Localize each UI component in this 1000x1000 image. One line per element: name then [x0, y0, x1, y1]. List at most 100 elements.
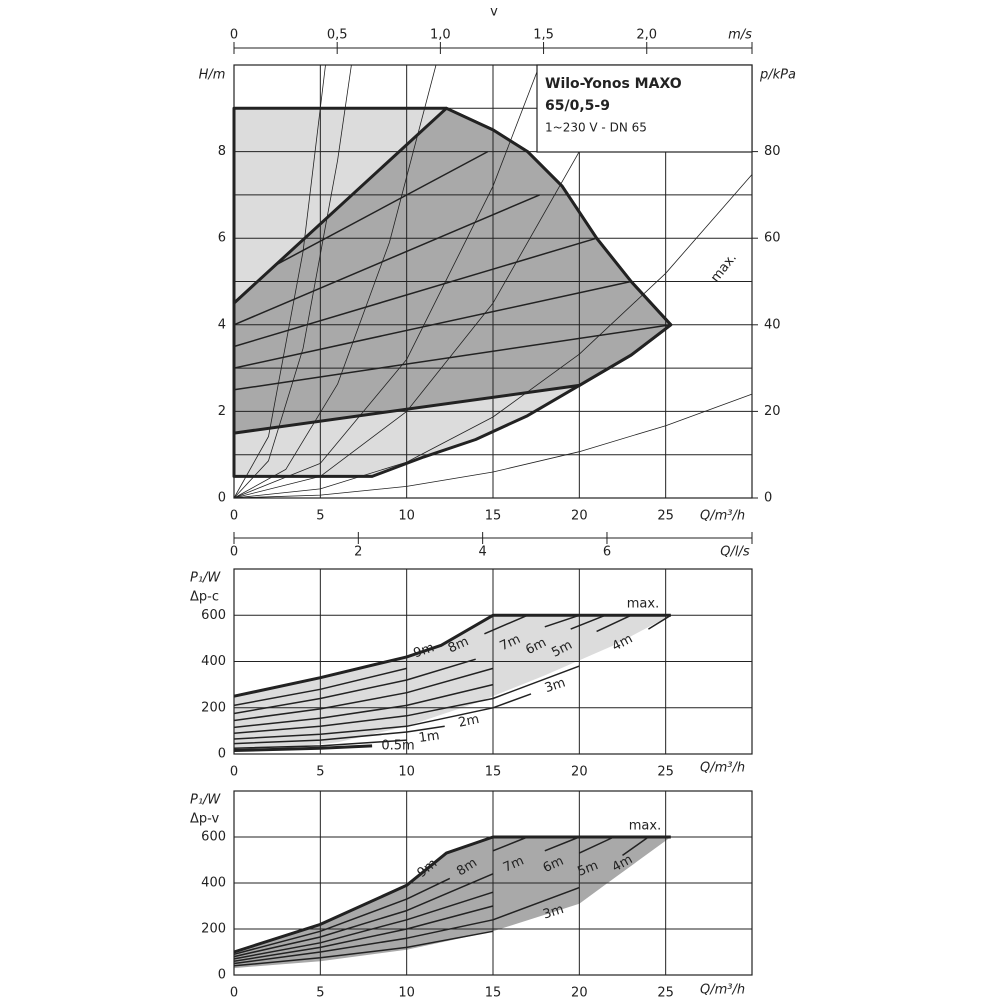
curve: [233, 836, 580, 958]
x-tick-label: 5: [316, 509, 324, 524]
title-box: Wilo-Yonos MAXO 65/0,5-9 1~230 V - DN 65: [536, 64, 753, 153]
curve: [233, 614, 494, 697]
x-tick-label: 15: [485, 765, 502, 780]
plot-frame: [233, 568, 753, 755]
x2-tick-label: 4: [479, 545, 487, 560]
curve-label: 5m: [575, 858, 600, 880]
y2-tick-label: 60: [764, 231, 781, 246]
x2-axis-label: m/s: [728, 28, 752, 43]
x2-tick-label: 1,5: [533, 28, 554, 43]
y-tick-label: 0: [218, 491, 226, 506]
x-tick-label: 5: [316, 986, 324, 1000]
x2-tick-label: 1,0: [430, 28, 451, 43]
y-axis-label: P₁/W: [190, 793, 221, 808]
chart-note: 1~230 V - DN 65: [545, 121, 647, 135]
curve: [233, 64, 540, 499]
x2-tick-label: 0,5: [327, 28, 348, 43]
curve: [233, 614, 606, 722]
x-tick-label: 25: [657, 765, 674, 780]
y-tick-label: 0: [218, 968, 226, 983]
y-tick-label: 0: [218, 747, 226, 762]
curve: [233, 744, 373, 752]
y-axis-label: H/m: [199, 68, 226, 83]
y-axis-label: P₁/W: [190, 571, 221, 586]
y2-tick-label: 80: [764, 144, 781, 159]
x-tick-label: 0: [230, 765, 238, 780]
y-tick-label: 600: [201, 830, 226, 845]
x-axis-label: Q/m³/h: [700, 761, 745, 776]
curve: [233, 836, 649, 962]
curve-label: 2m: [457, 712, 481, 731]
y-tick-label: 6: [218, 231, 226, 246]
x-tick-label: 15: [485, 986, 502, 1000]
x-tick-label: 25: [657, 986, 674, 1000]
plot-frame: [233, 64, 753, 499]
y-axis-sublabel: Δp-v: [190, 812, 219, 827]
x2-axis-title: v: [490, 5, 498, 20]
curve-label: 0.5m: [381, 738, 414, 753]
y2-tick-label: 0: [764, 491, 772, 506]
curve: [233, 194, 540, 326]
curve: [233, 836, 615, 960]
y-tick-label: 8: [218, 144, 226, 159]
curve: [233, 324, 671, 391]
x2-tick-label: 2: [354, 545, 362, 560]
x2-tick-label: 6: [603, 545, 611, 560]
curve: [233, 614, 528, 707]
x-tick-label: 10: [398, 765, 415, 780]
y2-tick-label: 40: [764, 317, 781, 332]
x2-tick-label: 0: [230, 28, 238, 43]
title-box-frame: [536, 64, 753, 153]
x-tick-label: 0: [230, 986, 238, 1000]
curve: [233, 64, 437, 499]
y-tick-label: 2: [218, 404, 226, 419]
y-tick-label: 400: [201, 876, 226, 891]
annotation: max.: [629, 819, 661, 834]
x-tick-label: 10: [398, 986, 415, 1000]
curve: [233, 614, 632, 729]
y-tick-label: 400: [201, 654, 226, 669]
curve: [233, 836, 528, 956]
annotation: max.: [627, 597, 659, 612]
x-tick-label: 20: [571, 509, 588, 524]
x2-tick-label: 2,0: [636, 28, 657, 43]
curve: [233, 64, 326, 499]
chart-title: Wilo-Yonos MAXO: [545, 76, 682, 92]
curve: [233, 64, 352, 499]
x2-axis-label: Q/l/s: [720, 545, 750, 560]
curve-label: 3m: [541, 902, 565, 923]
y2-axis-label: p/kPa: [759, 68, 796, 83]
x2-tick-label: 0: [230, 545, 238, 560]
region: [234, 837, 671, 969]
curve: [233, 174, 753, 499]
x-tick-label: 10: [398, 509, 415, 524]
curve: [276, 150, 489, 265]
x-tick-label: 20: [571, 986, 588, 1000]
x-tick-label: 20: [571, 765, 588, 780]
curve: [233, 280, 632, 369]
curve: [233, 237, 597, 348]
y-tick-label: 4: [218, 317, 226, 332]
y2-tick-label: 20: [764, 404, 781, 419]
region: [232, 106, 673, 435]
y-tick-label: 200: [201, 700, 226, 715]
curve-label: 9m: [412, 640, 437, 661]
x-tick-label: 5: [316, 765, 324, 780]
curve-label: 1m: [418, 728, 441, 746]
curve: [233, 614, 580, 715]
x-axis-label: Q/m³/h: [700, 509, 745, 524]
curve-label: 3m: [543, 675, 568, 696]
plot-frame: [233, 790, 753, 976]
y-tick-label: 200: [201, 922, 226, 937]
y-axis-sublabel: Δp-c: [190, 590, 219, 605]
curve: [233, 614, 672, 734]
y-tick-label: 600: [201, 608, 226, 623]
curve: [233, 393, 753, 499]
x-axis-label: Q/m³/h: [700, 983, 745, 998]
x-tick-label: 0: [230, 509, 238, 524]
x-tick-label: 25: [657, 509, 674, 524]
region: [234, 615, 671, 751]
chart-subtitle: 65/0,5-9: [545, 98, 610, 114]
